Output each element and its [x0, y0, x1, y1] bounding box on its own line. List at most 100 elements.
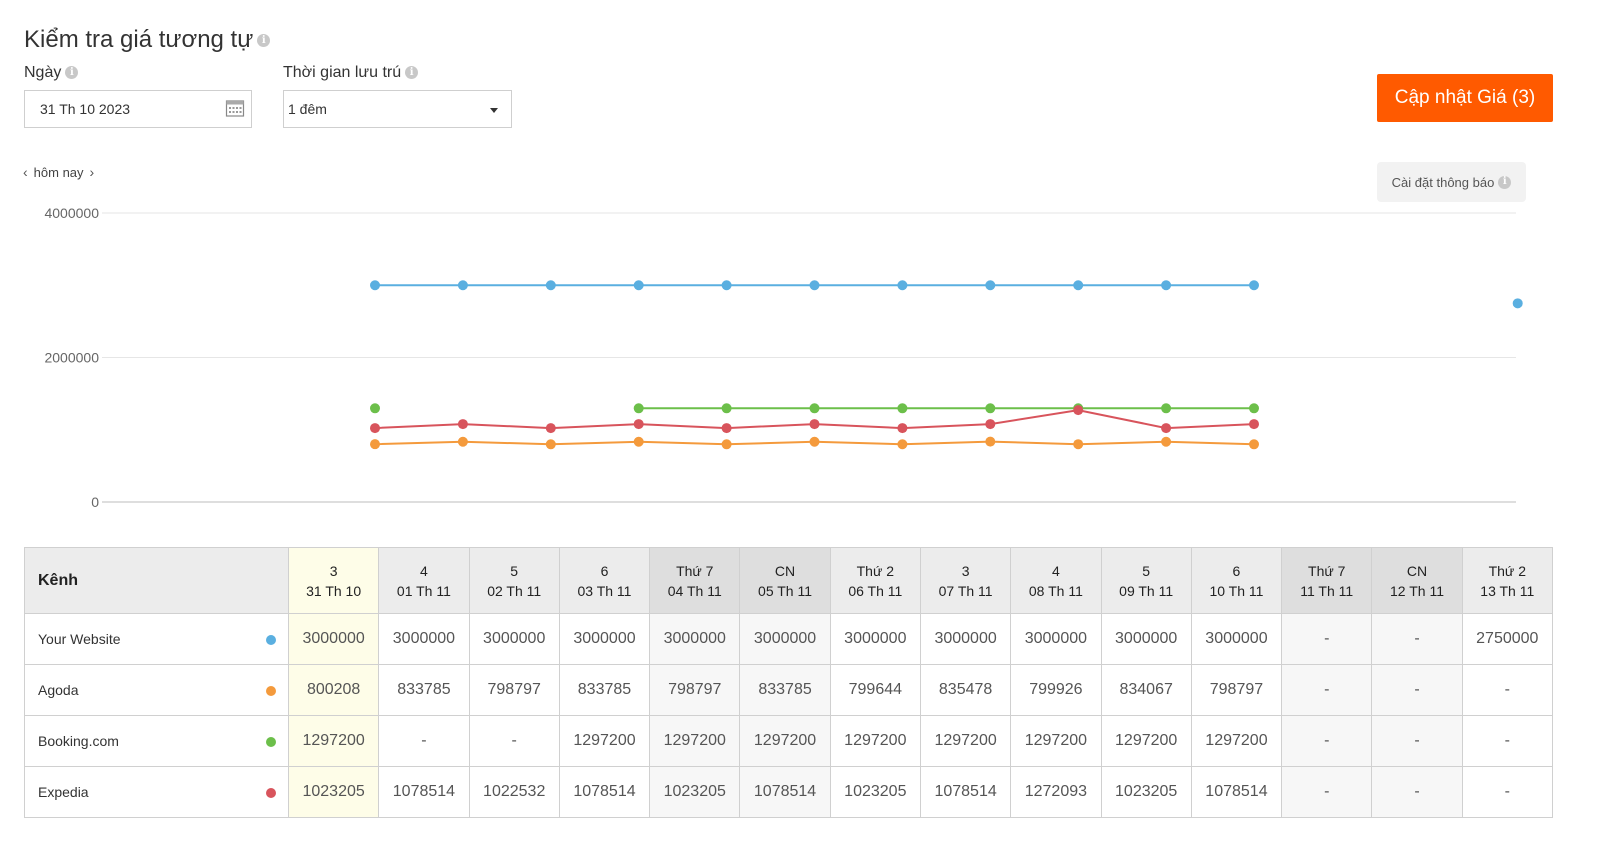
weekday-label: Thứ 7 [1308, 562, 1346, 579]
price-cell: 1297200 [739, 715, 831, 767]
channel-name: Expedia [38, 784, 89, 800]
notification-settings-button[interactable]: Cài đặt thông báo i [1377, 162, 1526, 202]
price-cell: 3000000 [1190, 613, 1283, 665]
channel-name: Booking.com [38, 733, 119, 749]
price-cell: 834067 [1100, 664, 1192, 716]
data-point [370, 403, 380, 414]
data-point [809, 280, 820, 291]
price-cell: 3000000 [558, 613, 651, 665]
info-icon[interactable]: i [65, 66, 79, 80]
price-cell: 799926 [1010, 664, 1102, 716]
series-color-dot[interactable] [266, 788, 276, 798]
date-label: 02 Th 11 [487, 582, 542, 599]
price-cell: - [1461, 766, 1553, 818]
chevron-down-icon [490, 108, 498, 113]
price-cell: 1078514 [919, 766, 1012, 818]
date-label: 03 Th 11 [577, 582, 632, 599]
date-column-header: 5 02 Th 11 [468, 547, 560, 614]
price-cell: - [1371, 766, 1463, 818]
date-column-header: Thứ 2 06 Th 11 [829, 547, 921, 614]
date-column-header: 5 09 Th 11 [1100, 547, 1192, 614]
price-cell: 1297200 [558, 715, 651, 767]
date-label: 05 Th 11 [758, 582, 813, 599]
date-column-header: 4 01 Th 11 [378, 547, 470, 614]
info-icon[interactable]: i [1498, 175, 1512, 189]
date-picker-input[interactable]: 31 Th 10 2023 [24, 90, 252, 128]
date-column-header: Thứ 7 04 Th 11 [649, 547, 741, 614]
weekday-label: CN [1406, 562, 1428, 579]
data-point [985, 280, 996, 291]
price-cell: - [468, 715, 560, 767]
date-column-header: 3 07 Th 11 [919, 547, 1012, 614]
data-point [457, 419, 468, 430]
data-point [545, 280, 556, 291]
table-row: Agoda 800208 833785 798797 833785 798797 83378… [24, 664, 1553, 716]
data-point [457, 436, 468, 447]
weekday-label: 3 [961, 562, 970, 579]
calendar-icon[interactable] [225, 98, 245, 118]
price-cell: 1023205 [649, 766, 741, 818]
data-point [370, 280, 380, 291]
date-label: 12 Th 11 [1390, 582, 1444, 599]
date-column-header: 6 10 Th 11 [1190, 547, 1283, 614]
today-link[interactable]: hôm nay [33, 164, 84, 180]
chevron-left-icon[interactable]: ‹ [23, 164, 28, 180]
weekday-label: 4 [1051, 562, 1060, 579]
weekday-label: 3 [329, 562, 338, 579]
date-label: 06 Th 11 [848, 582, 903, 599]
data-point [721, 280, 732, 291]
date-column-header: 6 03 Th 11 [558, 547, 651, 614]
date-column-header: CN 05 Th 11 [739, 547, 831, 614]
data-point [1161, 403, 1172, 414]
channel-name: Agoda [38, 682, 79, 698]
price-chart: 0 2000000 4000000 [44, 205, 1523, 510]
date-column-header: Thứ 2 13 Th 11 [1461, 547, 1553, 614]
info-icon[interactable]: i [257, 34, 271, 48]
price-cell: 833785 [378, 664, 470, 716]
price-table: Kênh 3 31 Th 10 4 01 Th 11 5 02 Th 11 6 03 Th 1… [24, 547, 1553, 818]
data-point [1161, 436, 1172, 447]
data-point [1161, 423, 1172, 434]
data-point [721, 423, 732, 434]
info-icon[interactable]: i [405, 66, 419, 80]
price-cell: 3000000 [468, 613, 560, 665]
price-cell: 798797 [1190, 664, 1283, 716]
price-cell: 1272093 [1010, 766, 1102, 818]
price-cell: - [1281, 664, 1373, 716]
data-point [633, 403, 644, 414]
price-cell: 1078514 [558, 766, 651, 818]
price-cell: 3000000 [829, 613, 921, 665]
date-navigation: ‹ hôm nay › [23, 164, 94, 180]
date-label: 04 Th 11 [667, 582, 722, 599]
price-cell: 835478 [919, 664, 1012, 716]
date-label: 31 Th 10 [306, 582, 362, 599]
data-point [1249, 439, 1259, 450]
series-color-dot[interactable] [266, 737, 276, 747]
date-label: 10 Th 11 [1209, 582, 1264, 599]
price-cell: 1078514 [1190, 766, 1283, 818]
price-cell: 800208 [287, 664, 380, 716]
y-tick-label: 4000000 [44, 205, 99, 221]
price-cell: 3000000 [1010, 613, 1102, 665]
date-label: 13 Th 11 [1480, 582, 1535, 599]
table-row: Your Website 3000000 3000000 3000000 3000000… [24, 613, 1553, 665]
data-point [897, 280, 908, 291]
price-cell: 1297200 [1190, 715, 1283, 767]
price-cell: 3000000 [287, 613, 380, 665]
date-label: 07 Th 11 [938, 582, 993, 599]
page-title-text: Kiểm tra giá tương tự [24, 26, 254, 54]
weekday-label: CN [774, 562, 796, 579]
stay-length-select[interactable]: 1 đêm [283, 90, 512, 128]
data-point [457, 280, 468, 291]
update-prices-button[interactable]: Cập nhật Giá (3) [1377, 74, 1553, 122]
data-point [809, 419, 820, 430]
date-column-header: 4 08 Th 11 [1010, 547, 1102, 614]
series-color-dot[interactable] [266, 635, 276, 645]
price-cell: 3000000 [739, 613, 831, 665]
channel-cell: Expedia [24, 766, 289, 818]
series-color-dot[interactable] [266, 686, 276, 696]
weekday-label: Thứ 7 [676, 562, 714, 579]
channel-cell: Agoda [24, 664, 289, 716]
price-cell: 1297200 [829, 715, 921, 767]
chevron-right-icon[interactable]: › [89, 164, 95, 180]
